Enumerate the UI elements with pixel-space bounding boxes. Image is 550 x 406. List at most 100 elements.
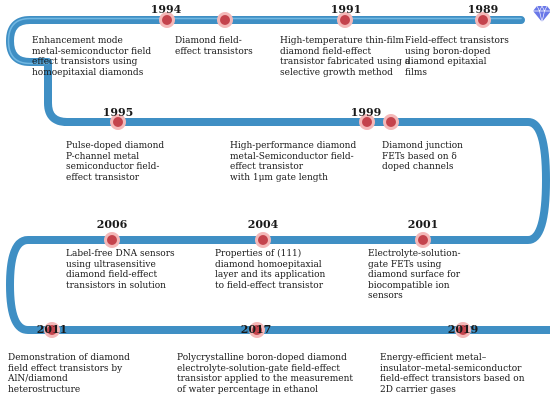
event-line: Demonstration of diamond xyxy=(8,353,130,363)
timeline-node xyxy=(337,12,353,28)
event-line: field effect transistors by xyxy=(8,363,123,374)
event-line: High-performance diamond xyxy=(230,141,357,151)
event-line: FETs based on δ xyxy=(382,151,457,162)
event-line: with 1μm gate length xyxy=(230,172,328,183)
event-line: effect transistor xyxy=(230,162,304,173)
event-line: Pulse-doped diamond xyxy=(66,141,165,151)
event-line: homoepitaxial diamonds xyxy=(32,67,144,78)
event-line: metal-Semiconductor field- xyxy=(230,151,354,162)
event-line: heterostructure xyxy=(8,384,81,395)
timeline-node-dot xyxy=(258,235,268,245)
event-desc-delta-doped: Diamond junction FETs based on δ doped c… xyxy=(382,141,463,173)
event-line: effect transistors using xyxy=(32,57,138,68)
event-year-2004: 2004 xyxy=(247,218,279,231)
event-line: sensors xyxy=(368,291,403,302)
timeline-node xyxy=(383,114,399,130)
event-desc-2017: Polycrystalline boron-doped diamond elec… xyxy=(177,353,353,395)
timeline-node xyxy=(159,12,175,28)
event-desc-2019: Energy-efficient metal– insulator–metal-… xyxy=(380,353,525,395)
timeline-node xyxy=(415,232,431,248)
event-line: semiconductor field- xyxy=(66,162,160,173)
event-year-1991: 1991 xyxy=(330,3,362,16)
timeline-node xyxy=(217,12,233,28)
event-line: transistor applied to the measurement xyxy=(177,374,354,385)
event-line: diamond field-effect xyxy=(66,270,158,281)
event-desc-2006: Label-free DNA sensors using ultrasensit… xyxy=(66,249,175,291)
event-line: doped channels xyxy=(382,162,454,173)
timeline-node xyxy=(104,232,120,248)
event-year-2017: 2017 xyxy=(240,323,272,336)
event-desc-1994b: Diamond field- effect transistors xyxy=(175,36,253,57)
track-highlight xyxy=(7,17,522,65)
event-line: Diamond field- xyxy=(175,36,242,46)
event-line: Diamond junction xyxy=(382,141,463,151)
event-line: AlN/diamond xyxy=(8,374,68,385)
timeline-node-dot xyxy=(362,117,372,127)
event-line: Polycrystalline boron-doped diamond xyxy=(177,353,347,363)
timeline-node-dot xyxy=(47,325,57,335)
event-desc-1991: High-temperature thin-film diamond field… xyxy=(280,36,410,78)
event-line: transistor fabricated using a xyxy=(280,57,411,68)
timeline-node-dot xyxy=(478,15,488,25)
event-line: 2D carrier gases xyxy=(380,384,456,395)
event-line: selective growth method xyxy=(280,67,393,78)
event-line: of water percentage in ethanol xyxy=(177,384,319,395)
event-line: effect transistor xyxy=(66,172,140,183)
event-line: Properties of (111) xyxy=(215,249,302,259)
event-line: insulator–metal-semiconductor xyxy=(380,363,522,374)
event-line: metal-semiconductor field xyxy=(32,46,152,57)
event-line: transistors in solution xyxy=(66,280,166,291)
event-line: diamond surface for xyxy=(368,270,461,281)
timeline-node xyxy=(359,114,375,130)
timeline-node-dot xyxy=(418,235,428,245)
event-line: Energy-efficient metal– xyxy=(380,353,487,363)
event-desc-2004: Properties of (111) diamond homoepitaxia… xyxy=(215,249,325,291)
event-line: layer and its application xyxy=(215,270,326,281)
event-year-2001: 2001 xyxy=(407,218,439,231)
event-year-1994a: 1994 xyxy=(150,3,182,16)
event-line: using ultrasensitive xyxy=(66,259,156,270)
timeline-node-dot xyxy=(113,117,123,127)
event-line: P-channel metal xyxy=(66,151,140,162)
timeline-node-dot xyxy=(107,235,117,245)
event-line: films xyxy=(405,67,428,78)
track-path xyxy=(6,16,550,334)
event-year-1989: 1989 xyxy=(467,3,499,16)
timeline-node xyxy=(475,12,491,28)
event-desc-2011: Demonstration of diamond field effect tr… xyxy=(8,353,130,395)
timeline-node xyxy=(44,322,60,338)
event-year-2019: 2019 xyxy=(447,323,479,336)
event-line: using boron-doped xyxy=(405,46,491,57)
event-line: gate FETs using xyxy=(368,259,442,270)
event-line: diamond field-effect xyxy=(280,46,372,57)
event-year-2011: 2011 xyxy=(36,323,68,336)
event-year-1999: 1999 xyxy=(350,106,382,119)
event-year-1995: 1995 xyxy=(102,106,134,119)
timeline-node xyxy=(110,114,126,130)
event-desc-1999: High-performance diamond metal-Semicondu… xyxy=(230,141,356,183)
timeline-node xyxy=(255,232,271,248)
event-desc-2001: Electrolyte-solution- gate FETs using di… xyxy=(368,249,461,302)
timeline-node-dot xyxy=(386,117,396,127)
event-line: electrolyte-solution-gate field-effect xyxy=(177,363,340,374)
timeline-node-dot xyxy=(162,15,172,25)
diamond-gem-icon xyxy=(533,5,550,23)
event-line: Label-free DNA sensors xyxy=(66,249,175,259)
timeline-node xyxy=(455,322,471,338)
event-line: biocompatible ion xyxy=(368,280,450,291)
event-desc-1995: Pulse-doped diamond P-channel metal semi… xyxy=(66,141,164,183)
event-line: Electrolyte-solution- xyxy=(368,249,461,259)
event-line: field-effect transistors based on xyxy=(380,374,525,385)
timeline-node-dot xyxy=(340,15,350,25)
event-line: to field-effect transistor xyxy=(215,280,324,291)
event-line: High-temperature thin-film xyxy=(280,36,405,46)
event-desc-1994a: Enhancement mode metal-semiconductor fie… xyxy=(32,36,151,78)
event-line: effect transistors xyxy=(175,46,253,57)
timeline-node-dot xyxy=(220,15,230,25)
timeline-node-dot xyxy=(252,325,262,335)
event-line: diamond homoepitaxial xyxy=(215,259,322,270)
event-line: Enhancement mode xyxy=(32,36,123,46)
event-line: diamond epitaxial xyxy=(405,57,487,68)
